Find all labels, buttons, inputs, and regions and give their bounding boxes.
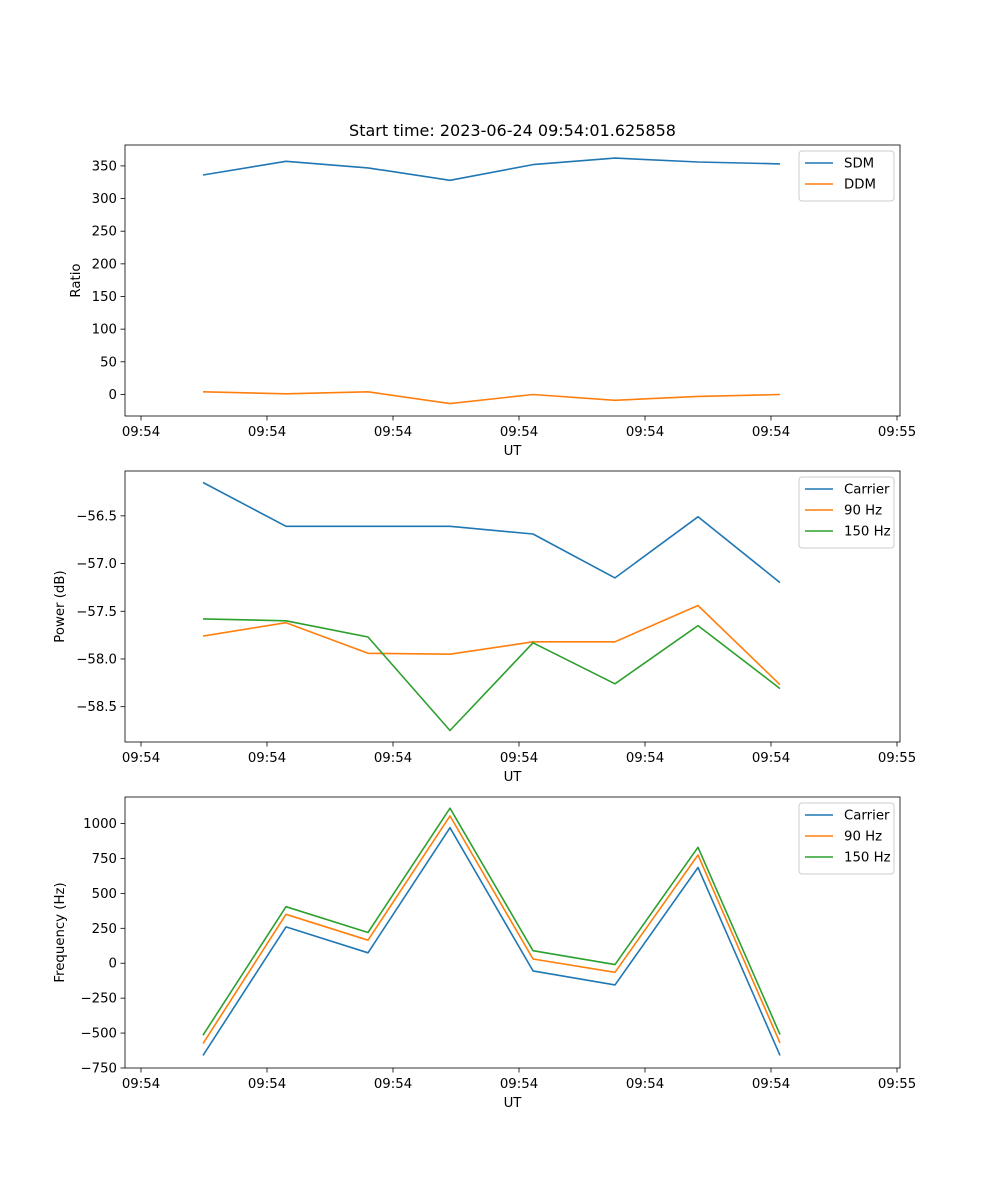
y-tick-label: 1000 [83, 817, 117, 832]
legend-label: DDM [844, 178, 876, 193]
series-line-carrier [202, 481, 781, 584]
x-tick-label: 09:54 [752, 1077, 790, 1092]
y-tick-label: −500 [80, 1027, 117, 1042]
x-tick-label: 09:54 [500, 425, 538, 440]
y-tick-label: 250 [92, 922, 117, 937]
legend-label: SDM [844, 157, 874, 172]
series-line-150-hz [202, 618, 781, 732]
x-tick-label: 09:55 [878, 425, 916, 440]
panel-2: 09:54 09:54 09:54 09:54 09:54 09:54 09:55 UT −56… [53, 470, 916, 785]
y-tick-label: −57.5 [76, 605, 117, 620]
y-tick-label: −250 [80, 992, 117, 1007]
y-tick-label: 150 [92, 290, 117, 305]
x-tick-label: 09:54 [374, 751, 412, 766]
x-tick-label: 09:54 [752, 425, 790, 440]
x-tick-label: 09:54 [248, 425, 286, 440]
panels: 09:54 09:54 09:54 09:54 09:54 09:54 09:55 UT 0 50… [53, 144, 916, 1111]
y-tick-label: −57.0 [76, 557, 117, 572]
x-tick-label: 09:54 [500, 751, 538, 766]
x-tick-label: 09:54 [122, 1077, 160, 1092]
y-tick-label: 0 [109, 388, 117, 403]
axes-frame [124, 144, 901, 417]
y-axis-label: Frequency (Hz) [53, 882, 68, 982]
x-tick-label: 09:54 [122, 751, 160, 766]
legend: Carrier 90 Hz 150 Hz [798, 802, 895, 875]
y-tick-label: 300 [92, 192, 117, 207]
y-tick-label: −58.0 [76, 652, 117, 667]
legend: Carrier 90 Hz 150 Hz [798, 476, 895, 549]
legend-label: Carrier [844, 809, 890, 824]
x-tick-label: 09:55 [878, 751, 916, 766]
y-tick-label: 750 [92, 852, 117, 867]
x-axis-label: UT [504, 770, 523, 785]
x-tick-label: 09:54 [626, 1077, 664, 1092]
x-tick-label: 09:54 [626, 751, 664, 766]
y-tick-label: 0 [109, 957, 117, 972]
y-tick-label: 350 [92, 159, 117, 174]
series-line-ddm [202, 390, 781, 405]
x-tick-label: 09:54 [248, 1077, 286, 1092]
series-line-sdm [202, 157, 781, 182]
series-line-90-hz [202, 815, 781, 1045]
x-tick-label: 09:54 [500, 1077, 538, 1092]
series-line-90-hz [202, 604, 781, 686]
x-tick-label: 09:54 [626, 425, 664, 440]
y-tick-label: 500 [92, 887, 117, 902]
panel-3: 09:54 09:54 09:54 09:54 09:54 09:54 09:55 UT −75… [53, 796, 916, 1111]
series-line-carrier [202, 826, 781, 1056]
x-tick-label: 09:54 [122, 425, 160, 440]
legend-label: 90 Hz [844, 830, 882, 845]
x-axis-label: UT [504, 1096, 523, 1111]
legend-label: 150 Hz [844, 851, 891, 866]
x-tick-label: 09:55 [878, 1077, 916, 1092]
figure-title: Start time: 2023-06-24 09:54:01.625858 [349, 121, 676, 140]
x-tick-label: 09:54 [374, 425, 412, 440]
y-tick-label: 50 [100, 355, 117, 370]
x-tick-label: 09:54 [374, 1077, 412, 1092]
panel-1: 09:54 09:54 09:54 09:54 09:54 09:54 09:55 UT 0 50… [69, 144, 916, 459]
y-tick-label: −58.5 [76, 700, 117, 715]
y-axis-label: Power (dB) [53, 570, 68, 642]
axes-frame [124, 796, 901, 1069]
legend-label: 90 Hz [844, 504, 882, 519]
y-axis-label: Ratio [69, 263, 84, 297]
y-tick-label: −750 [80, 1062, 117, 1077]
legend: SDM DDM [798, 150, 895, 202]
series-line-150-hz [202, 807, 781, 1036]
x-axis-label: UT [504, 444, 523, 459]
axes-frame [124, 470, 901, 743]
x-tick-label: 09:54 [248, 751, 286, 766]
y-tick-label: 200 [92, 257, 117, 272]
y-tick-label: 250 [92, 225, 117, 240]
y-tick-label: 100 [92, 323, 117, 338]
legend-label: Carrier [844, 483, 890, 498]
legend-label: 150 Hz [844, 525, 891, 540]
x-tick-label: 09:54 [752, 751, 790, 766]
y-tick-label: −56.5 [76, 509, 117, 524]
